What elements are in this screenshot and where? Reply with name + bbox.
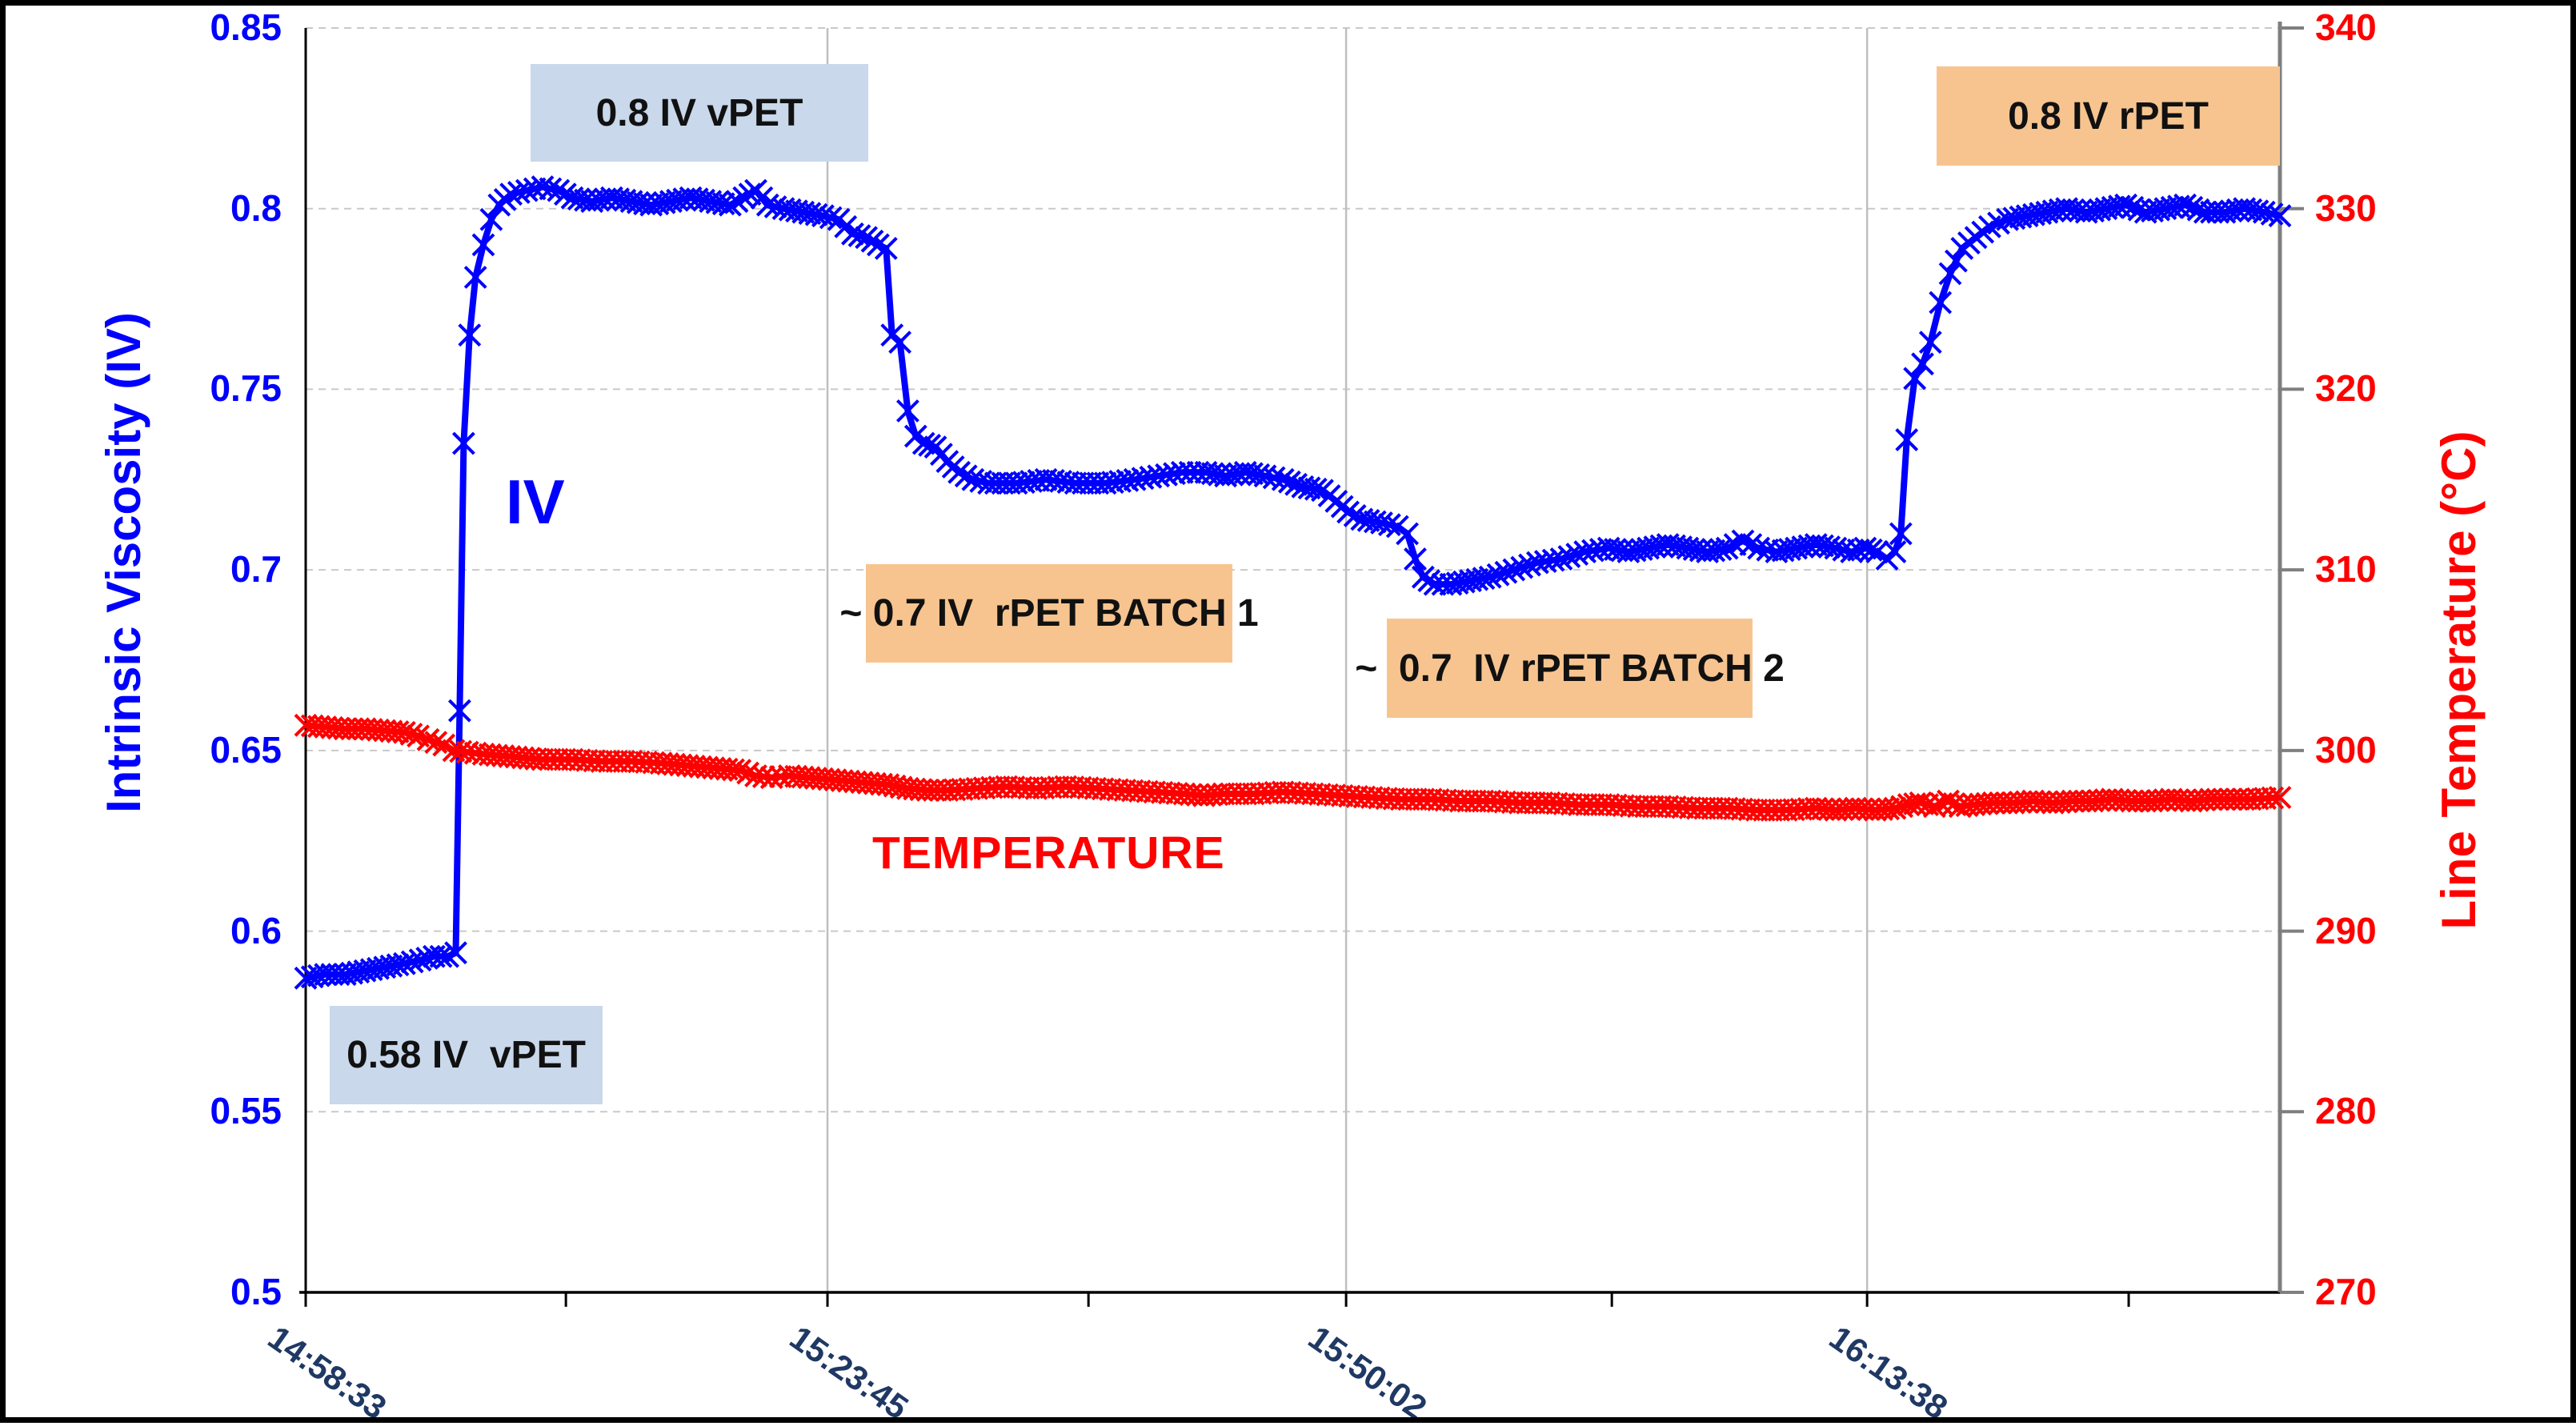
y-left-tick-label: 0.7 (230, 548, 282, 591)
y-right-tick-label: 280 (2315, 1090, 2377, 1132)
annotation-08-iv-vpet: 0.8 IV vPET (531, 64, 868, 162)
y-axis-title-left: Intrinsic Viscosity (IV) (97, 312, 150, 813)
y-left-tick-label: 0.5 (230, 1271, 282, 1312)
y-left-tick-label: 0.75 (210, 367, 282, 410)
y-right-tick-label: 270 (2315, 1271, 2377, 1312)
y-right-tick-label: 300 (2315, 728, 2377, 771)
iv-series-label: IV (506, 467, 565, 537)
annotation-058-iv-vpet: 0.58 IV vPET (330, 1006, 603, 1104)
y-right-tick-label: 310 (2315, 548, 2377, 591)
y-left-tick-label: 0.8 (230, 186, 282, 229)
y-left-tick-label: 0.6 (230, 909, 282, 951)
y-axis-title-right: Line Temperature (°C) (2432, 431, 2486, 930)
temperature-series-label: TEMPERATURE (872, 827, 1225, 879)
annotation-07-iv-rpet-batch2: ~ 0.7 IV rPET BATCH 2 (1355, 619, 1785, 718)
annotation-08-iv-rpet: 0.8 IV rPET (1937, 66, 2280, 166)
y-left-tick-label: 0.85 (210, 6, 282, 48)
y-right-tick-label: 320 (2315, 367, 2377, 410)
y-right-tick-label: 290 (2315, 909, 2377, 951)
y-right-tick-label: 340 (2315, 6, 2377, 48)
y-right-tick-label: 330 (2315, 186, 2377, 229)
y-left-tick-label: 0.55 (210, 1090, 282, 1132)
annotation-07-iv-rpet-batch1: ~ 0.7 IV rPET BATCH 1 (839, 564, 1259, 663)
y-left-tick-label: 0.65 (210, 728, 282, 771)
